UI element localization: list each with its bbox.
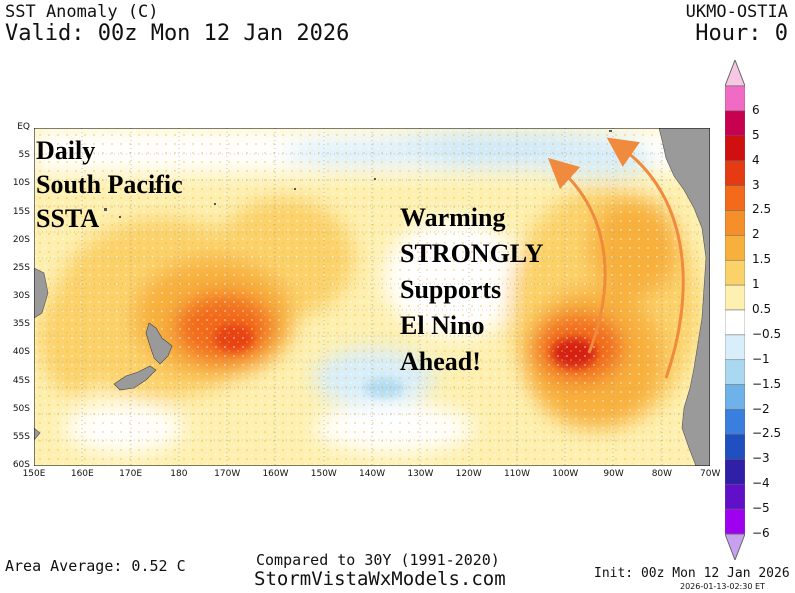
- colorbar-label: −2: [752, 401, 770, 416]
- longitude-label: 140W: [359, 469, 386, 479]
- australia-land: [34, 267, 49, 319]
- longitude-label: 150E: [22, 469, 46, 479]
- longitude-label: 90W: [603, 469, 624, 479]
- colorbar-label: 3: [752, 177, 760, 192]
- colorbar-swatch: [725, 459, 745, 485]
- warming-arrow-left: [547, 157, 607, 354]
- latitude-label: 10S: [12, 178, 30, 189]
- caption-line: STRONGLY: [400, 239, 544, 268]
- colorbar-label: 6: [752, 102, 760, 117]
- colorbar-swatch: [725, 235, 745, 261]
- latitude-label: 30S: [12, 291, 30, 302]
- tasmania-land: [34, 427, 41, 441]
- latitude-label: 55S: [12, 431, 30, 442]
- colorbar-swatch: [725, 508, 745, 535]
- model-name: UKMO-OSTIA: [685, 2, 788, 22]
- colorbar-swatch: [725, 85, 745, 112]
- colorbar-label: 0.5: [752, 302, 772, 316]
- longitude-label: 170W: [214, 469, 241, 479]
- colorbar-label: −5: [752, 501, 770, 516]
- colorbar-swatch: [725, 409, 745, 435]
- colorbar-label: 2.5: [752, 202, 772, 217]
- colorbar-swatch: [725, 160, 745, 186]
- new-zealand-south-island: [113, 365, 157, 391]
- warming-arrow-right: [606, 137, 685, 379]
- colorbar-label: −6: [752, 526, 770, 540]
- colorbar-swatch: [725, 483, 745, 510]
- overlay-caption-right: Warming STRONGLY Supports El Nino Ahead!: [400, 200, 544, 380]
- longitude-label: 160E: [70, 469, 94, 479]
- map-title: SST Anomaly (C): [5, 2, 159, 22]
- colorbar: [725, 60, 745, 560]
- colorbar-swatch: [725, 110, 745, 137]
- forecast-hour: Hour: 0: [695, 21, 788, 46]
- latitude-label: 25S: [12, 262, 30, 273]
- colorbar-swatch: [725, 135, 745, 161]
- colorbar-swatch: [725, 434, 745, 460]
- graticule: [34, 128, 710, 466]
- site-name: StormVistaWxModels.com: [254, 568, 506, 590]
- colorbar-swatch: [725, 309, 745, 336]
- colorbar-label: −1: [752, 351, 770, 366]
- longitude-label: 100W: [552, 469, 579, 479]
- init-time: Init: 00z Mon 12 Jan 2026: [594, 566, 790, 581]
- longitude-label: 80W: [651, 469, 673, 479]
- colorbar-label: −0.5: [752, 326, 782, 341]
- longitude-label: 110W: [503, 469, 531, 479]
- latitude-label: 20S: [12, 234, 30, 245]
- colorbar-label: 1: [752, 277, 760, 292]
- colorbar-swatch: [725, 210, 745, 236]
- colorbar-swatch: [725, 185, 745, 211]
- colorbar-label: 5: [752, 127, 760, 142]
- overlay-caption-left: Daily South Pacific SSTA: [36, 134, 183, 236]
- colorbar-max-arrow: [725, 60, 745, 87]
- colorbar-swatch: [725, 284, 745, 311]
- latitude-label: 45S: [12, 375, 30, 386]
- caption-line: Warming: [400, 203, 506, 232]
- south-america-land: [658, 128, 710, 466]
- timestamp: 2026-01-13-02:30 ET: [680, 582, 765, 591]
- new-zealand-north-island: [145, 322, 173, 365]
- colorbar-swatch: [725, 359, 745, 385]
- colorbar-min-arrow: [725, 533, 745, 560]
- latitude-label: 15S: [12, 206, 30, 217]
- colorbar-label: −3: [752, 451, 770, 466]
- sst-anomaly-map: [34, 128, 710, 466]
- climatology-note: Compared to 30Y (1991-2020): [256, 551, 500, 569]
- colorbar-label: −1.5: [752, 376, 782, 391]
- latitude-label: 60S: [12, 460, 30, 471]
- longitude-label: 160W: [262, 469, 289, 479]
- colorbar-label: −4: [752, 476, 770, 491]
- longitude-label: 70W: [700, 469, 721, 479]
- caption-line: Supports: [400, 275, 502, 304]
- caption-line: South Pacific: [36, 170, 183, 199]
- colorbar-swatch: [725, 384, 745, 410]
- longitude-label: 120W: [455, 469, 482, 479]
- longitude-label: 150W: [310, 469, 337, 479]
- caption-line: Ahead!: [400, 347, 481, 376]
- pacific-islands: [104, 130, 612, 218]
- longitude-label: 130W: [407, 469, 434, 479]
- colorbar-swatch: [725, 334, 745, 361]
- valid-time: Valid: 00z Mon 12 Jan 2026: [5, 21, 350, 46]
- latitude-label: 5S: [18, 150, 30, 161]
- longitude-label: 180: [170, 469, 188, 479]
- latitude-label: 50S: [12, 403, 30, 414]
- colorbar-swatch: [725, 259, 745, 286]
- colorbar-label: 2: [752, 227, 760, 242]
- colorbar-label: −2.5: [752, 426, 782, 441]
- caption-line: El Nino: [400, 311, 485, 340]
- area-average: Area Average: 0.52 C: [5, 557, 186, 575]
- latitude-label: 40S: [12, 347, 30, 358]
- caption-line: SSTA: [36, 204, 100, 233]
- map-canvas: [34, 128, 710, 466]
- caption-line: Daily: [36, 136, 96, 165]
- latitude-label: 35S: [12, 319, 30, 330]
- latitude-label: EQ: [17, 122, 30, 132]
- longitude-label: 170E: [119, 469, 143, 479]
- colorbar-label: 4: [752, 152, 760, 167]
- colorbar-label: 1.5: [752, 252, 772, 267]
